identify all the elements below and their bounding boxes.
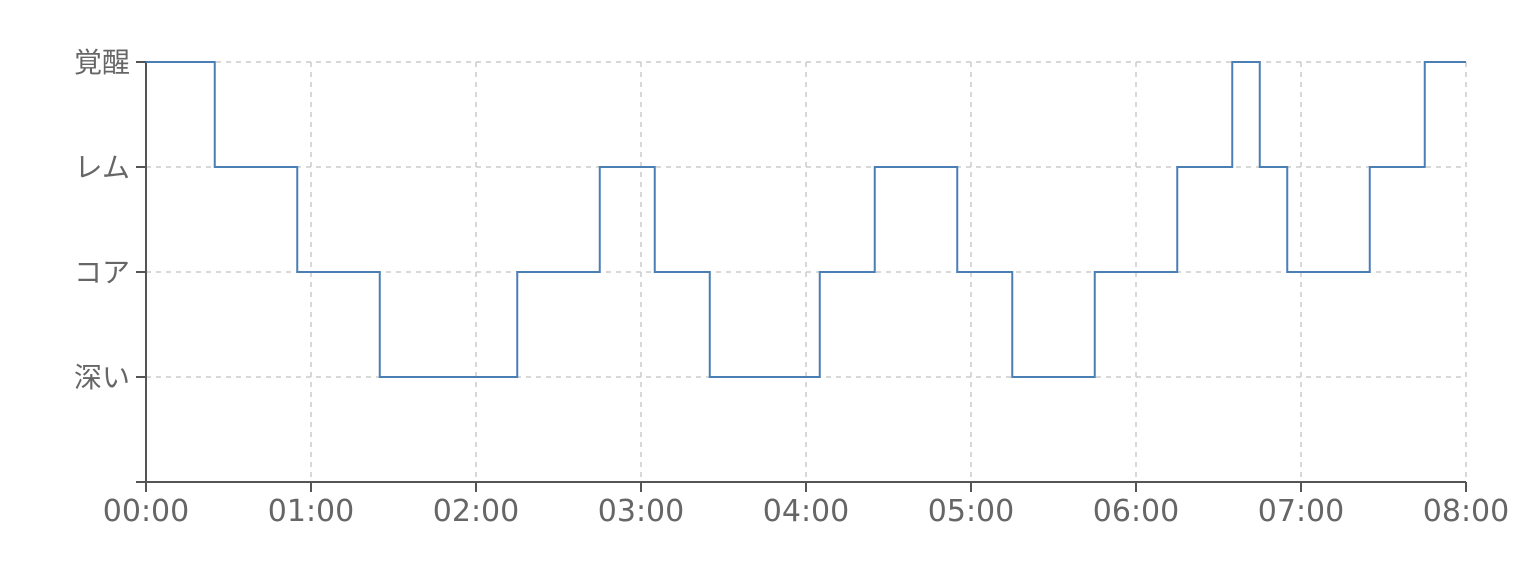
x-tick-label: 02:00	[433, 494, 519, 529]
sleep-stage-line	[146, 61, 1466, 378]
x-tick-label: 04:00	[763, 494, 849, 529]
x-tick-label: 05:00	[928, 494, 1014, 529]
y-tick-label: 覚醒	[74, 46, 130, 79]
axes	[136, 61, 1467, 492]
tick-labels: 深い コア レム 覚醒 00:00 01:00 02:00 03:00 04:00 05:00 06…	[74, 46, 1509, 529]
x-tick-label: 06:00	[1093, 494, 1179, 529]
x-tick-label: 08:00	[1423, 494, 1509, 529]
y-tick-label: コア	[74, 256, 130, 289]
x-tick-label: 00:00	[103, 494, 189, 529]
y-tick-label: レム	[75, 151, 130, 184]
x-tick-label: 07:00	[1258, 494, 1344, 529]
x-tick-label: 03:00	[598, 494, 684, 529]
y-tick-label: 深い	[74, 361, 130, 394]
x-tick-label: 01:00	[268, 494, 354, 529]
series	[146, 61, 1466, 378]
